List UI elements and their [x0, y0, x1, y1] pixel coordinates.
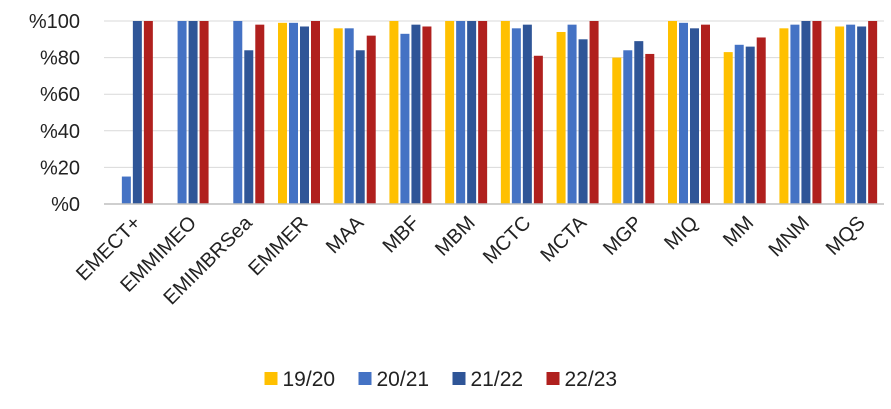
bar-22-23-2 — [255, 24, 265, 204]
y-tick-label: %20 — [40, 157, 80, 179]
bar-22-23-13 — [868, 21, 878, 204]
bar-21-22-12 — [801, 21, 811, 204]
bar-20-21-13 — [846, 24, 856, 204]
bar-21-22-4 — [355, 50, 365, 204]
x-tick-label: MQS — [822, 212, 870, 260]
bar-20-21-10 — [679, 22, 688, 204]
bar-22-23-4 — [366, 35, 376, 204]
legend-swatch — [452, 372, 466, 385]
bar-20-21-6 — [456, 21, 466, 204]
x-tick-label: MNM — [765, 212, 814, 261]
bar-21-22-10 — [690, 28, 699, 204]
bar-22-23-12 — [812, 21, 822, 204]
bar-19-20-11 — [723, 52, 733, 204]
bar-20-21-3 — [289, 22, 298, 204]
y-tick-label: %0 — [51, 194, 80, 216]
bar-19-20-9 — [612, 57, 622, 204]
bar-19-20-10 — [668, 21, 677, 204]
bar-22-23-11 — [756, 37, 766, 204]
legend-swatch — [264, 372, 278, 385]
legend-label: 21/22 — [471, 368, 524, 391]
bar-20-21-11 — [734, 44, 744, 204]
x-tick-label: MIQ — [660, 212, 702, 254]
bar-20-21-9 — [623, 50, 633, 204]
bar-19-20-4 — [333, 28, 343, 204]
y-tick-label: %60 — [40, 84, 80, 106]
x-tick-label: MM — [719, 212, 758, 251]
legend-swatch — [546, 372, 560, 385]
bar-20-21-4 — [344, 28, 354, 204]
bar-19-20-7 — [500, 21, 510, 204]
bar-22-23-10 — [701, 24, 710, 204]
bar-22-23-6 — [478, 21, 488, 204]
bar-19-20-8 — [556, 31, 566, 205]
bar-21-22-6 — [467, 21, 477, 204]
legend-label: 22/23 — [565, 368, 618, 391]
x-tick-label: EMMER — [244, 212, 312, 280]
bar-21-22-11 — [745, 46, 755, 205]
x-tick-label: MCTC — [479, 212, 535, 268]
bar-19-20-13 — [835, 26, 845, 204]
bar-21-22-9 — [634, 41, 644, 204]
y-axis-ticks: %0 %20 %40 %60 %80 %100 — [29, 11, 80, 216]
y-tick-label: %40 — [40, 121, 80, 143]
bar-22-23-7 — [533, 55, 543, 204]
bar-19-20-6 — [445, 21, 455, 204]
bar-19-20-3 — [278, 22, 287, 204]
bars — [121, 21, 878, 205]
bar-22-23-8 — [589, 21, 599, 204]
x-tick-label: MAA — [322, 212, 369, 259]
legend-swatch — [358, 372, 372, 385]
bar-20-21-2 — [233, 21, 243, 204]
bar-22-23-1 — [199, 21, 209, 204]
bar-22-23-0 — [143, 21, 153, 204]
bar-21-22-13 — [857, 26, 867, 204]
bar-21-22-1 — [188, 21, 198, 204]
legend-label: 20/21 — [377, 368, 430, 391]
y-tick-label: %80 — [40, 48, 80, 70]
bar-21-22-7 — [522, 24, 532, 204]
bar-20-21-12 — [790, 24, 800, 204]
bar-20-21-5 — [400, 33, 410, 205]
bar-21-22-3 — [300, 26, 309, 204]
gridlines — [104, 20, 884, 168]
bar-20-21-7 — [511, 28, 521, 204]
bar-20-21-8 — [567, 24, 577, 204]
bar-19-20-12 — [779, 28, 789, 204]
x-tick-label: MCTA — [537, 212, 592, 267]
x-tick-label: MBM — [431, 212, 480, 261]
bar-22-23-9 — [645, 53, 655, 204]
legend-label: 19/20 — [283, 368, 336, 391]
bar-20-21-0 — [121, 176, 131, 204]
bar-22-23-3 — [311, 21, 320, 204]
x-tick-label: MBF — [379, 212, 424, 257]
bar-19-20-5 — [389, 21, 399, 204]
x-tick-label: MGP — [599, 212, 647, 260]
bar-21-22-5 — [411, 24, 421, 204]
bar-20-21-1 — [177, 21, 187, 204]
bar-21-22-2 — [244, 50, 254, 204]
bar-21-22-8 — [578, 39, 588, 204]
bar-21-22-0 — [132, 21, 142, 204]
legend: 19/20 20/21 21/22 22/23 — [264, 368, 618, 391]
bar-22-23-5 — [422, 26, 432, 204]
y-tick-label: %100 — [29, 11, 80, 33]
